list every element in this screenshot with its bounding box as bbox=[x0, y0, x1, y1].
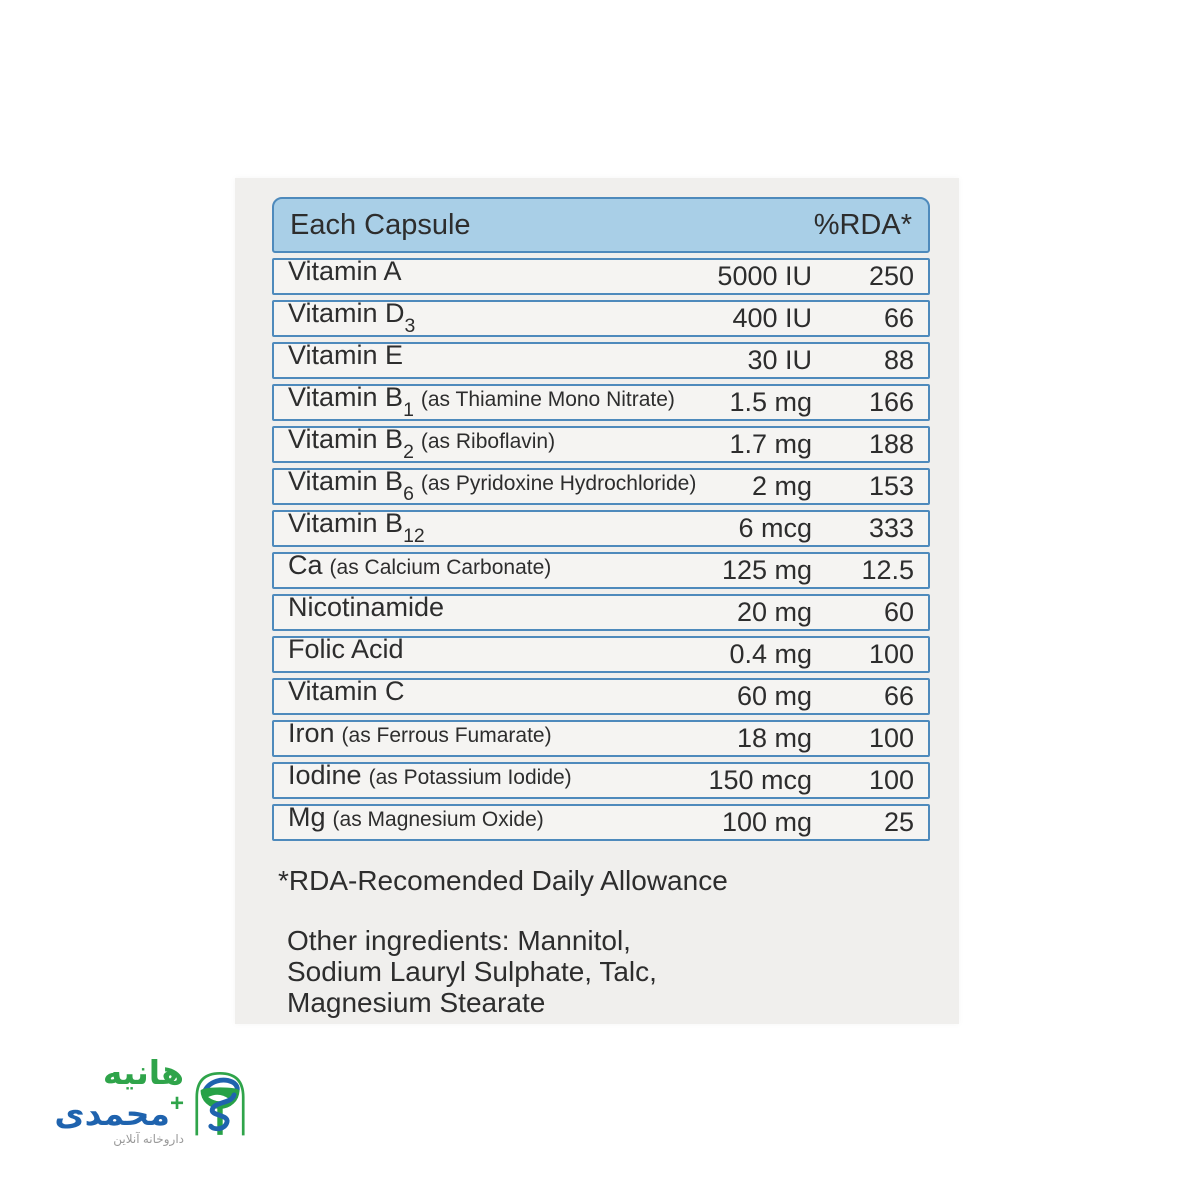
pharmacy-watermark-logo: هانیه +محمدی داروخانه آنلاین bbox=[54, 1054, 247, 1148]
other-ingredients: Other ingredients: Mannitol, Sodium Laur… bbox=[287, 925, 657, 1018]
nutrient-rda: 60 bbox=[883, 597, 914, 627]
nutrient-name: Vitamin B2 (as Riboflavin) bbox=[288, 424, 556, 464]
nutrient-name: Vitamin D3 bbox=[288, 298, 416, 338]
nutrition-table: Each Capsule %RDA* Vitamin A 5000 IU 250… bbox=[272, 197, 930, 841]
nutrient-amount: 400 IU bbox=[732, 303, 812, 333]
table-row: Vitamin C 60 mg 66 bbox=[272, 676, 930, 715]
nutrient-rda: 333 bbox=[868, 513, 914, 543]
nutrient-amount: 6 mcg bbox=[738, 513, 812, 543]
nutrient-amount: 150 mcg bbox=[708, 765, 812, 795]
nutrient-rda: 188 bbox=[868, 429, 914, 459]
nutrient-source-note: (as Potassium Iodide) bbox=[368, 766, 572, 790]
nutrient-name: Vitamin B12 bbox=[288, 508, 425, 548]
nutrient-source-note: (as Riboflavin) bbox=[420, 430, 556, 454]
nutrient-source-note: (as Pyridoxine Hydrochloride) bbox=[420, 472, 697, 496]
logo-subtitle: داروخانه آنلاین bbox=[113, 1132, 184, 1146]
table-header-each-capsule: Each Capsule bbox=[290, 208, 471, 241]
supplement-facts-label: Each Capsule %RDA* Vitamin A 5000 IU 250… bbox=[235, 178, 959, 1024]
logo-name-line2-text: محمدی bbox=[54, 1095, 170, 1132]
nutrient-name: Iodine (as Potassium Iodide) bbox=[288, 760, 572, 791]
nutrient-rda: 153 bbox=[868, 471, 914, 501]
nutrient-rda: 66 bbox=[883, 303, 914, 333]
nutrient-amount: 0.4 mg bbox=[729, 639, 812, 669]
table-body: Vitamin A 5000 IU 250 Vitamin D3 400 IU … bbox=[272, 256, 930, 841]
nutrient-name: Nicotinamide bbox=[288, 592, 445, 623]
table-row: Nicotinamide 20 mg 60 bbox=[272, 592, 930, 631]
nutrient-amount: 18 mg bbox=[736, 723, 812, 753]
nutrient-source-note: (as Ferrous Fumarate) bbox=[341, 724, 552, 748]
pharmacy-bowl-icon bbox=[195, 1071, 245, 1136]
other-ingredients-line: Magnesium Stearate bbox=[287, 987, 546, 1018]
nutrient-name: Folic Acid bbox=[288, 634, 404, 665]
table-row: Vitamin D3 400 IU 66 bbox=[272, 298, 930, 338]
nutrient-name: Vitamin C bbox=[288, 676, 405, 707]
nutrient-amount: 125 mg bbox=[721, 555, 812, 585]
nutrient-source-note: (as Magnesium Oxide) bbox=[332, 808, 544, 832]
nutrient-rda: 166 bbox=[868, 387, 914, 417]
logo-name-line1: هانیه bbox=[102, 1054, 184, 1091]
nutrient-name: Iron (as Ferrous Fumarate) bbox=[288, 718, 552, 749]
nutrient-rda: 100 bbox=[868, 765, 914, 795]
nutrient-amount: 20 mg bbox=[736, 597, 812, 627]
table-row: Mg (as Magnesium Oxide) 100 mg 25 bbox=[272, 802, 930, 841]
pharmacy-logo-text: هانیه +محمدی داروخانه آنلاین bbox=[54, 1054, 184, 1148]
rda-footnote: *RDA-Recomended Daily Allowance bbox=[278, 865, 728, 896]
nutrient-rda: 100 bbox=[868, 639, 914, 669]
nutrient-name: Vitamin E bbox=[288, 340, 404, 371]
table-row: Vitamin B6 (as Pyridoxine Hydrochloride) … bbox=[272, 466, 930, 506]
table-row: Vitamin B12 6 mcg 333 bbox=[272, 508, 930, 548]
nutrient-amount: 5000 IU bbox=[717, 261, 812, 291]
other-ingredients-line: Sodium Lauryl Sulphate, Talc, bbox=[287, 956, 657, 987]
nutrient-amount: 30 IU bbox=[747, 345, 812, 375]
nutrient-amount: 100 mg bbox=[721, 807, 812, 837]
nutrient-name: Ca (as Calcium Carbonate) bbox=[288, 550, 552, 581]
plus-icon: + bbox=[169, 1090, 184, 1117]
table-row: Ca (as Calcium Carbonate) 125 mg 12.5 bbox=[272, 550, 930, 589]
table-row: Iron (as Ferrous Fumarate) 18 mg 100 bbox=[272, 718, 930, 757]
table-row: Iodine (as Potassium Iodide) 150 mcg 100 bbox=[272, 760, 930, 799]
nutrient-rda: 88 bbox=[883, 345, 914, 375]
nutrient-source-note: (as Thiamine Mono Nitrate) bbox=[420, 388, 675, 412]
table-header-row: Each Capsule %RDA* bbox=[272, 197, 930, 253]
nutrient-rda: 25 bbox=[883, 807, 914, 837]
table-header-rda: %RDA* bbox=[813, 208, 912, 241]
nutrient-name: Mg (as Magnesium Oxide) bbox=[288, 802, 544, 833]
table-row: Folic Acid 0.4 mg 100 bbox=[272, 634, 930, 673]
table-row: Vitamin B1 (as Thiamine Mono Nitrate) 1.5… bbox=[272, 382, 930, 422]
nutrient-amount: 1.7 mg bbox=[729, 429, 812, 459]
nutrient-amount: 1.5 mg bbox=[729, 387, 812, 417]
table-row: Vitamin A 5000 IU 250 bbox=[272, 256, 930, 295]
nutrient-source-note: (as Calcium Carbonate) bbox=[329, 556, 552, 580]
table-row: Vitamin E 30 IU 88 bbox=[272, 340, 930, 379]
logo-name-line2: +محمدی bbox=[54, 1090, 184, 1132]
nutrient-name: Vitamin B1 (as Thiamine Mono Nitrate) bbox=[288, 382, 675, 422]
nutrient-rda: 66 bbox=[883, 681, 914, 711]
table-row: Vitamin B2 (as Riboflavin) 1.7 mg 188 bbox=[272, 424, 930, 464]
nutrient-name: Vitamin A bbox=[288, 256, 402, 287]
nutrient-amount: 2 mg bbox=[751, 471, 812, 501]
nutrient-rda: 250 bbox=[868, 261, 914, 291]
nutrient-name: Vitamin B6 (as Pyridoxine Hydrochloride) bbox=[288, 466, 697, 506]
nutrient-rda: 100 bbox=[868, 723, 914, 753]
nutrient-amount: 60 mg bbox=[736, 681, 812, 711]
nutrient-rda: 12.5 bbox=[861, 555, 914, 585]
other-ingredients-line: Other ingredients: Mannitol, bbox=[287, 925, 631, 956]
